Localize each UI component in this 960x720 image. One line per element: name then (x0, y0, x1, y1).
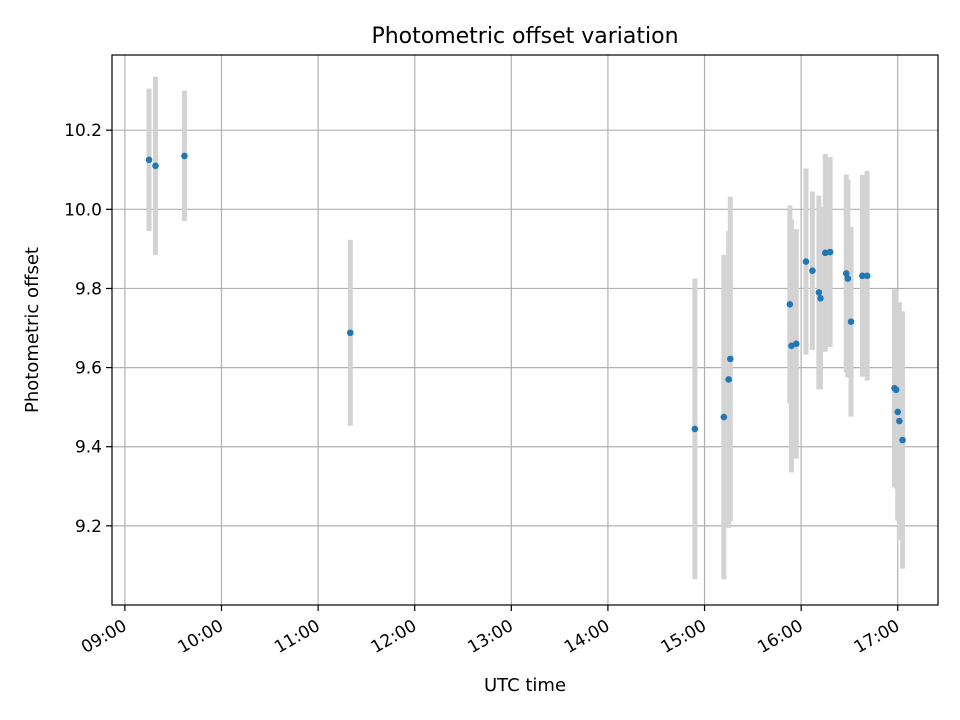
tick-layer: 09:00 10:00 11:00 12:00 13:00 14:00 15:00 16:00… (64, 121, 903, 658)
x-tick-label: 11:00 (271, 616, 323, 658)
error-bar-layer (146, 76, 906, 580)
x-tick-label: 17:00 (851, 616, 903, 658)
data-point (815, 289, 823, 296)
chart-title: Photometric offset variation (371, 24, 678, 49)
x-axis-label: UTC time (484, 675, 566, 696)
data-point (720, 413, 728, 421)
y-tick-label: 9.8 (75, 279, 102, 299)
data-point (181, 152, 188, 160)
data-point (894, 408, 902, 416)
plot-area-frame (111, 54, 939, 606)
data-point (892, 386, 900, 394)
data-point (842, 270, 850, 277)
x-tick-label: 12:00 (368, 616, 420, 658)
data-point (802, 258, 810, 265)
x-tick-label: 16:00 (754, 616, 806, 658)
data-point (786, 300, 794, 308)
data-point (859, 272, 866, 280)
data-point (793, 340, 800, 348)
data-point-layer (145, 152, 906, 444)
data-point (809, 267, 816, 274)
x-tick-label: 09:00 (78, 616, 130, 658)
y-axis-label: Photometric offset (22, 247, 43, 413)
data-point (817, 295, 824, 302)
x-tick-label: 10:00 (175, 616, 227, 658)
data-point (899, 436, 906, 444)
data-point (145, 156, 153, 164)
data-point (725, 376, 732, 383)
data-point (863, 272, 871, 280)
data-point (847, 318, 855, 325)
y-tick-label: 9.6 (75, 359, 102, 379)
y-tick-label: 10.0 (64, 200, 102, 220)
y-tick-label: 10.2 (64, 121, 102, 141)
data-point (347, 329, 354, 337)
y-tick-label: 9.2 (75, 517, 102, 537)
grid-layer (112, 55, 938, 605)
data-point (826, 248, 834, 256)
x-tick-label: 14:00 (561, 616, 613, 658)
data-point (844, 275, 852, 282)
data-point (726, 355, 734, 363)
data-point (896, 417, 903, 425)
data-point (691, 425, 699, 433)
data-point (152, 162, 159, 170)
x-tick-label: 13:00 (464, 616, 516, 658)
x-tick-label: 15:00 (658, 616, 710, 658)
y-tick-label: 9.4 (75, 438, 102, 458)
